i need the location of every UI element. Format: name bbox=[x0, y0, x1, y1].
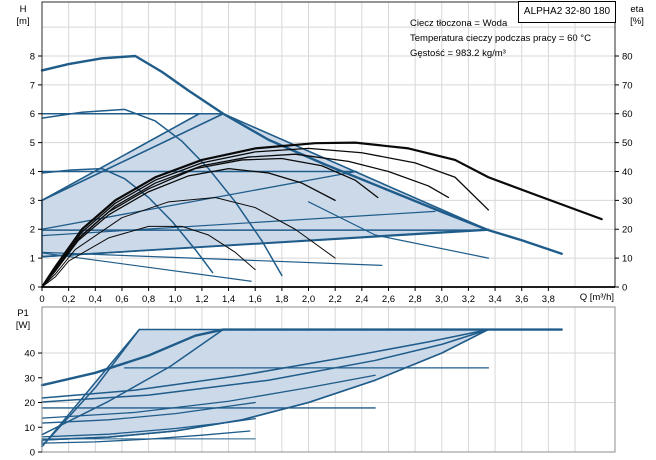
svg-text:3,4: 3,4 bbox=[488, 294, 501, 305]
svg-text:3: 3 bbox=[30, 196, 35, 207]
power-max-speed bbox=[40, 328, 563, 387]
svg-text:3,0: 3,0 bbox=[435, 294, 448, 305]
prop-pressure-2m bbox=[41, 228, 490, 258]
top-chart-y2-axis-label: eta [%] bbox=[620, 4, 654, 28]
svg-text:20: 20 bbox=[622, 225, 633, 236]
svg-text:60: 60 bbox=[622, 109, 633, 120]
info-line-medium: Ciecz tłoczona = Woda bbox=[410, 18, 508, 29]
svg-text:3,6: 3,6 bbox=[515, 294, 528, 305]
info-line-density: Gęstość = 983.2 kg/m³ bbox=[410, 48, 506, 59]
power-curve-2 bbox=[41, 328, 490, 403]
svg-text:1,8: 1,8 bbox=[275, 294, 288, 305]
svg-text:1,0: 1,0 bbox=[169, 294, 182, 305]
y-axis-symbol: H bbox=[19, 4, 27, 15]
svg-text:0: 0 bbox=[622, 283, 627, 294]
autoadapt-operating-range bbox=[41, 112, 490, 258]
svg-text:1,6: 1,6 bbox=[249, 294, 262, 305]
speed-II-curve bbox=[41, 108, 283, 277]
svg-text:1,2: 1,2 bbox=[195, 294, 208, 305]
svg-text:10: 10 bbox=[622, 254, 633, 265]
svg-text:2,8: 2,8 bbox=[409, 294, 422, 305]
power-curve-4 bbox=[41, 401, 256, 424]
svg-text:80: 80 bbox=[622, 51, 633, 62]
svg-text:2,0: 2,0 bbox=[302, 294, 315, 305]
y2-axis-unit: [%] bbox=[630, 16, 644, 27]
aux-desc-line-3 bbox=[307, 201, 490, 259]
svg-text:70: 70 bbox=[622, 80, 633, 91]
info-line-temperature: Temperatura cieczy podczas pracy = 60 °C bbox=[410, 33, 591, 44]
p1-axis-symbol: P1 bbox=[17, 308, 29, 319]
aux-desc-line-1 bbox=[41, 251, 383, 266]
eta-curve-2 bbox=[41, 147, 490, 288]
svg-text:3,2: 3,2 bbox=[462, 294, 475, 305]
eta-curve-speed-I bbox=[41, 225, 256, 288]
svg-text:2: 2 bbox=[30, 225, 35, 236]
svg-text:0: 0 bbox=[30, 448, 35, 459]
y-axis-unit: [m] bbox=[16, 16, 30, 27]
svg-text:7: 7 bbox=[30, 80, 35, 91]
p1-axis-unit: [W] bbox=[15, 320, 31, 331]
svg-text:8: 8 bbox=[30, 51, 35, 62]
svg-text:3,8: 3,8 bbox=[542, 294, 555, 305]
y2-axis-symbol: eta bbox=[630, 4, 644, 15]
power-curve-5 bbox=[41, 417, 256, 438]
pump-model-title: ALPHA2 32-80 180 bbox=[523, 6, 611, 17]
svg-text:0,2: 0,2 bbox=[62, 294, 75, 305]
power-curve-3 bbox=[41, 374, 376, 419]
svg-text:2,2: 2,2 bbox=[329, 294, 342, 305]
aux-desc-line-2 bbox=[41, 252, 252, 282]
prop-pressure-6m bbox=[41, 112, 225, 202]
power-region-bottom bbox=[41, 328, 490, 441]
eta-curve-4 bbox=[41, 157, 379, 288]
svg-text:30: 30 bbox=[24, 373, 35, 384]
power-curve-1 bbox=[41, 328, 490, 399]
eta-curve-5 bbox=[41, 167, 336, 288]
top-chart-y-axis-label: H [m] bbox=[6, 4, 40, 28]
setpoint-rising-line bbox=[41, 210, 436, 237]
bottom-chart: 0 10 20 30 40 bbox=[24, 306, 616, 459]
svg-text:40: 40 bbox=[24, 349, 35, 360]
svg-text:10: 10 bbox=[24, 423, 35, 434]
bottom-chart-y-axis-label: P1 [W] bbox=[6, 308, 40, 332]
bottom-chart-ticks: 0 10 20 30 40 bbox=[24, 349, 42, 459]
svg-text:20: 20 bbox=[24, 398, 35, 409]
svg-text:0: 0 bbox=[30, 283, 35, 294]
svg-text:1,4: 1,4 bbox=[222, 294, 235, 305]
svg-text:0,8: 0,8 bbox=[142, 294, 155, 305]
svg-text:2,6: 2,6 bbox=[382, 294, 395, 305]
svg-text:6: 6 bbox=[30, 109, 35, 120]
bottom-chart-frame bbox=[41, 306, 616, 453]
svg-text:30: 30 bbox=[622, 196, 633, 207]
eta-curve-max bbox=[40, 141, 603, 289]
pump-title-box: ALPHA2 32-80 180 bbox=[518, 1, 616, 23]
autoadapt-power-range bbox=[41, 328, 490, 448]
power-rise-steep-1 bbox=[41, 328, 224, 436]
svg-text:50: 50 bbox=[622, 138, 633, 149]
svg-text:40: 40 bbox=[622, 167, 633, 178]
svg-text:0,4: 0,4 bbox=[89, 294, 102, 305]
svg-text:4: 4 bbox=[30, 167, 35, 178]
operating-conditions-block: Ciecz tłoczona = Woda Temperatura cieczy… bbox=[410, 16, 591, 61]
max-speed-curve bbox=[40, 54, 563, 255]
power-rise-steep-2 bbox=[41, 328, 141, 448]
svg-text:0,6: 0,6 bbox=[115, 294, 128, 305]
svg-text:2,4: 2,4 bbox=[355, 294, 368, 305]
svg-text:1: 1 bbox=[30, 254, 35, 265]
svg-text:5: 5 bbox=[30, 138, 35, 149]
svg-text:0: 0 bbox=[39, 294, 44, 305]
eta-curve-speed-II bbox=[41, 196, 336, 288]
x-axis-label: Q [m³/h] bbox=[579, 292, 614, 303]
